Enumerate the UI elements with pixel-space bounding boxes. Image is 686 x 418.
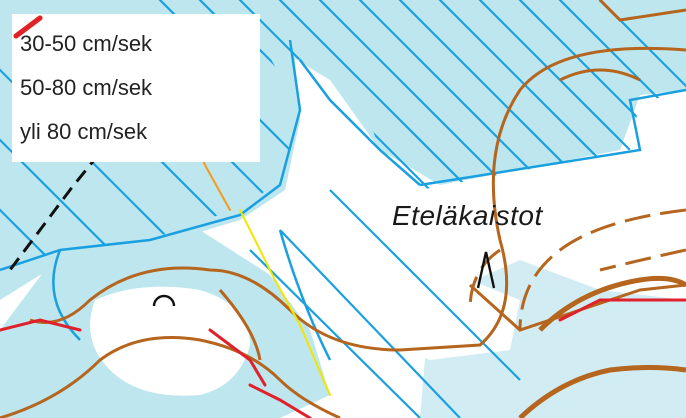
legend-item-30-50: 30-50 cm/sek bbox=[13, 15, 254, 66]
legend-label: yli 80 cm/sek bbox=[20, 119, 148, 144]
land-area bbox=[90, 180, 520, 396]
knoll-symbol bbox=[152, 294, 176, 307]
current-speed-lines bbox=[0, 109, 686, 418]
legend-item-over-80: yli 80 cm/sek bbox=[13, 15, 254, 154]
map-legend: 30-50 cm/sek 50-80 cm/sek yli 80 cm/sek bbox=[12, 14, 260, 162]
red-line-icon bbox=[13, 15, 43, 39]
dashed-contours bbox=[468, 208, 686, 331]
legend-label: 50-80 cm/sek bbox=[20, 75, 153, 100]
place-label: Eteläkaistot bbox=[392, 200, 543, 231]
pit-symbol bbox=[476, 251, 496, 289]
legend-label: 30-50 cm/sek bbox=[20, 31, 153, 56]
marsh-outline bbox=[0, 39, 686, 361]
legend-item-50-80: 50-80 cm/sek bbox=[13, 15, 254, 110]
